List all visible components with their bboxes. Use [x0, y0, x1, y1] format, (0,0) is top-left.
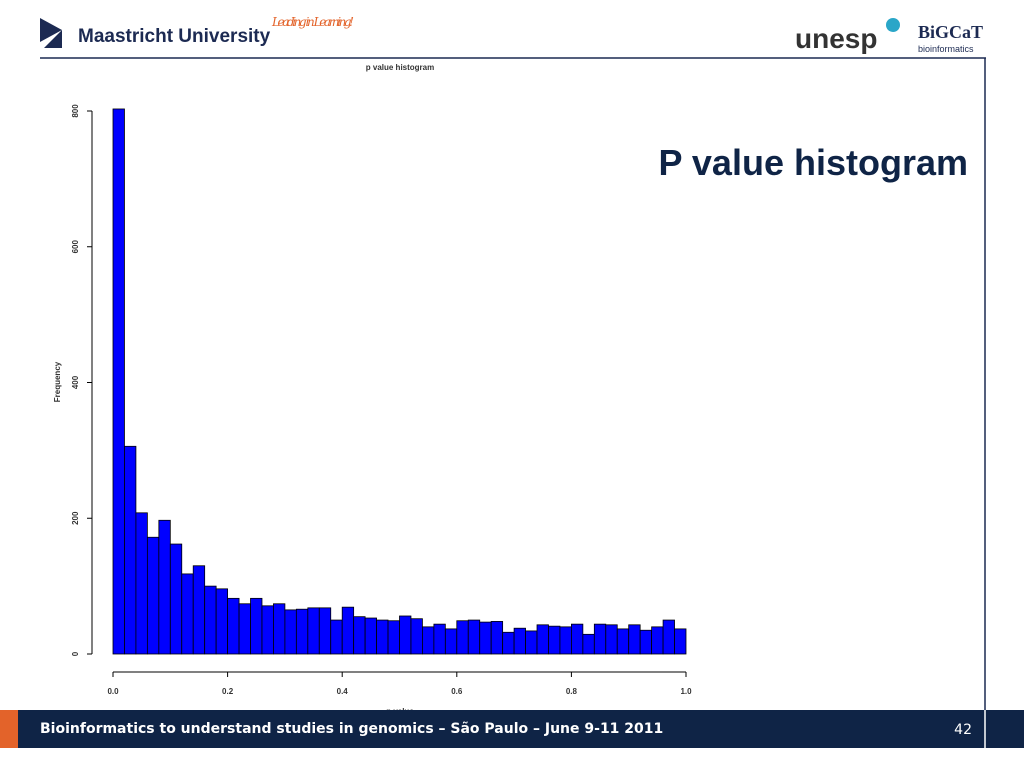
- bar: [616, 628, 630, 655]
- y-tick-label: 800: [71, 104, 80, 118]
- bar: [204, 585, 217, 655]
- bar: [250, 597, 263, 655]
- bar: [548, 625, 561, 655]
- bar: [422, 626, 435, 655]
- bar: [146, 536, 160, 655]
- x-tick-label: 0.8: [566, 687, 578, 696]
- bar: [399, 615, 412, 655]
- bar: [215, 588, 228, 655]
- y-tick-label: 400: [71, 375, 80, 389]
- bar: [261, 605, 274, 655]
- bar: [513, 627, 526, 655]
- bar: [181, 573, 194, 655]
- bar: [467, 619, 481, 655]
- bar: [490, 621, 504, 655]
- x-tick-label: 0.2: [222, 687, 234, 696]
- bar: [525, 630, 538, 655]
- x-tick-label: 0.0: [107, 687, 119, 696]
- bar: [330, 619, 343, 655]
- bar: [307, 607, 320, 655]
- bar: [341, 606, 355, 655]
- y-axis-label: Frequency: [53, 361, 62, 402]
- chart-title: p value histogram: [366, 63, 434, 72]
- bar: [238, 603, 251, 655]
- bar: [571, 623, 584, 655]
- bar: [651, 626, 664, 655]
- bar: [227, 597, 240, 655]
- footer-accent: [0, 710, 18, 748]
- footer-band: [0, 710, 1024, 748]
- bar: [582, 633, 595, 655]
- bar: [662, 619, 675, 655]
- bar: [444, 628, 458, 655]
- slide-title: P value histogram: [659, 142, 968, 183]
- bigcat-sub: bioinformatics: [918, 44, 974, 54]
- motto: Leading in Learning!: [271, 15, 354, 29]
- bar: [273, 603, 286, 655]
- bar: [593, 623, 607, 655]
- bar: [479, 621, 492, 655]
- bar: [410, 618, 423, 655]
- bar: [536, 624, 549, 655]
- bar: [158, 519, 171, 655]
- bar: [124, 445, 137, 655]
- bar: [284, 609, 297, 655]
- chart: p value histogram p value Frequency 0200…: [53, 63, 692, 716]
- bar: [628, 624, 641, 655]
- y-tick-label: 600: [71, 240, 80, 254]
- bar: [169, 543, 183, 655]
- bar: [295, 608, 309, 655]
- page-number: 42: [954, 722, 972, 738]
- bar: [112, 108, 125, 655]
- x-tick-label: 1.0: [680, 687, 692, 696]
- bar: [376, 619, 389, 655]
- footer-text: Bioinformatics to understand studies in …: [40, 721, 663, 737]
- bar: [674, 628, 687, 655]
- bar: [135, 512, 148, 655]
- x-tick-label: 0.6: [451, 687, 463, 696]
- y-tick-label: 200: [71, 511, 80, 525]
- bar: [433, 623, 446, 655]
- bigcat-logo: BiGCaT: [918, 22, 983, 42]
- unesp-logo: unesp: [795, 23, 877, 54]
- bar: [387, 620, 400, 655]
- unesp-icon: [886, 18, 900, 32]
- bar: [639, 629, 653, 655]
- bar: [605, 624, 618, 655]
- bar: [192, 565, 206, 655]
- bar: [456, 620, 469, 655]
- bar: [353, 616, 366, 655]
- bar: [318, 607, 332, 655]
- bar: [502, 631, 515, 655]
- bar: [364, 617, 377, 655]
- bar: [559, 626, 572, 655]
- university: Maastricht University: [78, 26, 271, 47]
- um-logo: [40, 18, 62, 48]
- x-tick-label: 0.4: [337, 687, 349, 696]
- y-tick-label: 0: [71, 651, 80, 656]
